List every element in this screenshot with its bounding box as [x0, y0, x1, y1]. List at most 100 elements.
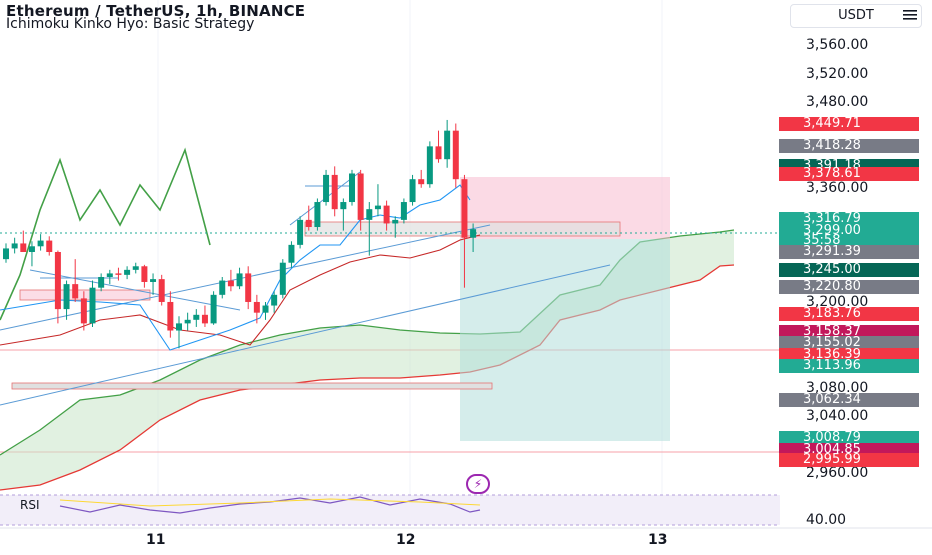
price-tag: 3,291.39 — [779, 245, 919, 259]
candle-body — [435, 146, 442, 160]
candle-body — [141, 266, 148, 282]
candle-body — [219, 280, 226, 295]
candle-body — [400, 202, 407, 220]
candle-body — [262, 305, 269, 313]
y-tick-label: 2,960.00 — [806, 465, 869, 482]
candle-body — [72, 284, 79, 299]
y-tick-label: 3,040.00 — [806, 408, 869, 425]
candle-body — [245, 273, 252, 302]
candle-body — [452, 130, 459, 180]
price-tag: 3,113.96 — [779, 359, 919, 374]
indicator-title: Ichimoku Kinko Hyo: Basic Strategy — [6, 16, 255, 32]
candle-body — [106, 273, 113, 277]
x-tick-label: 12 — [396, 532, 416, 548]
lightning-icon[interactable]: ⚡ — [466, 474, 490, 494]
candle-body — [297, 219, 304, 245]
rsi-ma-line — [59, 498, 481, 507]
candle-body — [227, 280, 234, 287]
candle-body — [253, 301, 260, 313]
candle-body — [201, 314, 208, 324]
price-tag: 3,062.34 — [779, 393, 919, 408]
price-tag: 3,008.79 — [779, 431, 919, 446]
menu-icon[interactable] — [903, 10, 917, 20]
candle-body — [176, 323, 182, 331]
y-tick-label: 3,360.00 — [806, 179, 869, 196]
zone-rect — [11, 382, 493, 390]
candle-body — [158, 279, 165, 302]
candle-body — [28, 246, 35, 253]
candle-body — [279, 262, 286, 295]
candle-body — [3, 248, 9, 260]
candle-body — [89, 287, 96, 324]
price-tag: 3,183.76 — [779, 306, 919, 321]
rsi-band — [0, 495, 780, 525]
rsi-pane-label: RSI — [20, 498, 40, 512]
candle-body — [46, 240, 53, 253]
ichimoku-cloud — [0, 230, 734, 490]
candle-body — [98, 276, 105, 288]
price-tag: 3,316.79 — [779, 211, 919, 226]
candle-body — [461, 179, 468, 238]
y-tick-label: 3,080.00 — [806, 379, 869, 396]
y-tick-label: 3,560.00 — [806, 37, 869, 53]
candle-body — [37, 240, 44, 247]
candle-body — [392, 219, 399, 224]
candle-body — [150, 279, 157, 282]
candle-body — [444, 130, 451, 160]
rsi-line — [59, 496, 481, 514]
candle-body — [331, 174, 338, 210]
candle-body — [167, 301, 174, 331]
candle-body — [383, 205, 390, 224]
candle-body — [366, 209, 373, 220]
candle-body — [288, 244, 295, 263]
candle-body — [236, 273, 243, 287]
x-tick-label: 11 — [146, 532, 166, 548]
price-tag: 3,155.02 — [779, 336, 919, 351]
x-tick-label: 13 — [648, 532, 668, 548]
candle-body — [80, 298, 87, 324]
tenkan-sen — [0, 184, 471, 351]
candle-body — [210, 294, 217, 324]
candle-body — [418, 179, 425, 185]
chikou-span — [0, 147, 211, 321]
candle-body — [409, 179, 416, 203]
candle-body — [314, 202, 321, 228]
candle-body — [340, 202, 347, 210]
candle-body — [349, 173, 355, 203]
price-tag: 3,220.80 — [779, 280, 919, 295]
y-tick-label: 3,520.00 — [806, 65, 869, 82]
candle-body — [115, 273, 122, 275]
price-tag: 3,245.00 — [779, 262, 919, 277]
price-tag: 3,378.61 — [779, 167, 919, 182]
currency-selector[interactable]: USDT — [790, 4, 922, 28]
candle-body — [271, 294, 278, 306]
rsi-axis-label: 40.00 — [806, 512, 847, 528]
price-tag: 3,004.85 — [779, 442, 919, 457]
price-tag: 3,449.71 — [779, 116, 919, 131]
candle-body — [54, 252, 61, 310]
price-tag: 3,158.37 — [779, 324, 919, 339]
candle-body — [63, 284, 70, 310]
candle-body — [193, 314, 200, 320]
candle-body — [305, 219, 312, 228]
candle-body — [470, 229, 477, 238]
chart-title: Ethereum / TetherUS, 1h, BINANCE — [6, 2, 306, 20]
candle-body — [374, 205, 381, 210]
take-profit-zone — [460, 239, 670, 441]
price-tag: 35:58 — [779, 233, 919, 248]
trend-line — [0, 264, 611, 406]
candle-body — [357, 173, 364, 220]
candle-body — [323, 174, 330, 203]
price-tag: 3,136.39 — [779, 347, 919, 362]
candle-body — [426, 146, 433, 185]
kijun-sen — [0, 234, 481, 346]
candle-body — [132, 266, 139, 270]
price-tag: 3,418.28 — [779, 139, 919, 154]
price-tag: 2,995.99 — [779, 453, 919, 468]
candle-body — [11, 243, 18, 249]
candle-body — [184, 319, 191, 324]
y-tick-label: 3,480.00 — [806, 94, 869, 111]
candle-body — [20, 243, 27, 253]
trend-line — [29, 269, 241, 311]
y-tick-label: 3,200.00 — [806, 293, 869, 310]
